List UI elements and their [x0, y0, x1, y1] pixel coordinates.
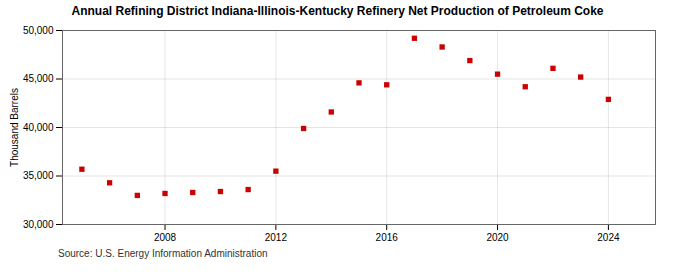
html-text:Annual Refining District India: Annual Refining District Indiana-Illinoi… [71, 4, 604, 18]
svg-text:2024: 2024 [597, 232, 620, 243]
svg-text:50,000: 50,000 [23, 25, 54, 36]
svg-text:2012: 2012 [265, 232, 288, 243]
svg-text:30,000: 30,000 [23, 219, 54, 230]
html-text:Source: U.S. Energy Informatio: Source: U.S. Energy Information Administ… [58, 248, 268, 259]
svg-text:35,000: 35,000 [23, 170, 54, 181]
svg-text:Thousand Barrels: Thousand Barrels [9, 88, 20, 167]
svg-text:40,000: 40,000 [23, 122, 54, 133]
svg-text:2020: 2020 [486, 232, 509, 243]
svg-text:45,000: 45,000 [23, 73, 54, 84]
svg-text:2016: 2016 [376, 232, 399, 243]
svg-text:2008: 2008 [154, 232, 177, 243]
